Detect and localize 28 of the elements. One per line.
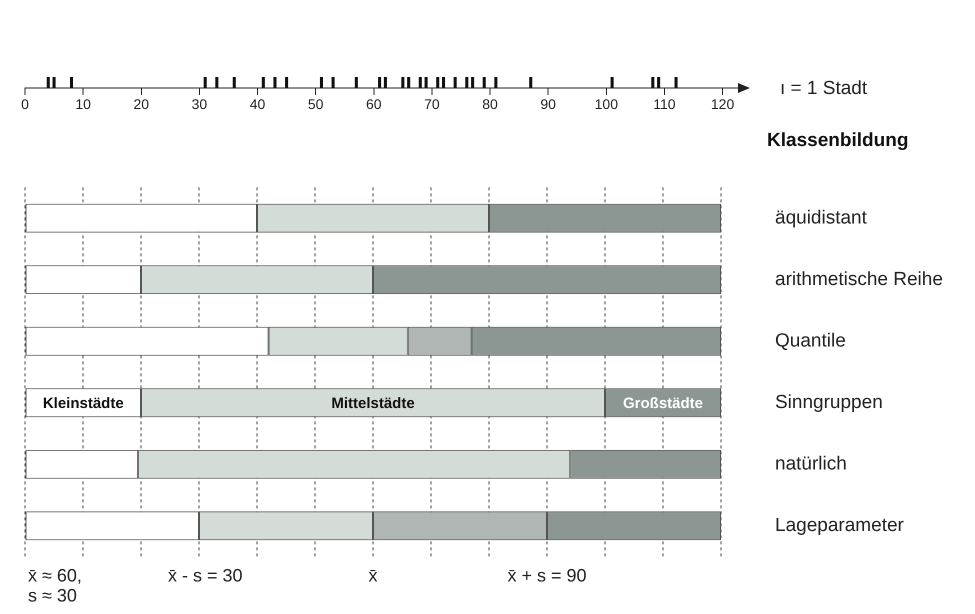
x-tick-label: 110 xyxy=(653,96,676,112)
x-tick-label: 90 xyxy=(540,96,556,112)
x-tick-label: 40 xyxy=(250,96,266,112)
x-tick-label: 80 xyxy=(482,96,498,112)
y-tick-label: Lageparameter xyxy=(775,515,905,536)
y-axis-title: Klassenbildung xyxy=(767,130,908,152)
y-tick-label: Quantile xyxy=(775,330,846,352)
x-tick-label: 0 xyxy=(21,96,30,112)
y-tick-label: natürlich xyxy=(775,454,847,475)
x-tick-label: 100 xyxy=(594,96,618,112)
x-tick-label: 60 xyxy=(366,96,382,112)
y-tick-label: äquidistant xyxy=(775,207,868,228)
x-tick-label: 20 xyxy=(133,96,150,112)
text: x̄ xyxy=(368,566,378,586)
data-label: Kleinstädte xyxy=(42,394,124,412)
text: ı = 1 Stadt xyxy=(780,78,868,100)
text: x̄ ≈ 60, s ≈ 30 xyxy=(28,566,82,606)
x-tick-label: 70 xyxy=(424,96,440,112)
text: x̄ + s = 90 xyxy=(507,566,587,586)
y-tick-label: arithmetische Reihe xyxy=(775,268,943,290)
data-label: Großstädte xyxy=(622,394,704,412)
y-tick-label: Sinngruppen xyxy=(775,392,883,413)
x-tick-label: 30 xyxy=(192,96,208,112)
text: x̄ - s = 30 xyxy=(168,566,243,586)
x-tick-label: 10 xyxy=(75,96,92,112)
x-tick-label: 120 xyxy=(710,96,734,112)
data-label: Mittelstädte xyxy=(331,394,415,412)
x-tick-label: 50 xyxy=(308,96,324,112)
